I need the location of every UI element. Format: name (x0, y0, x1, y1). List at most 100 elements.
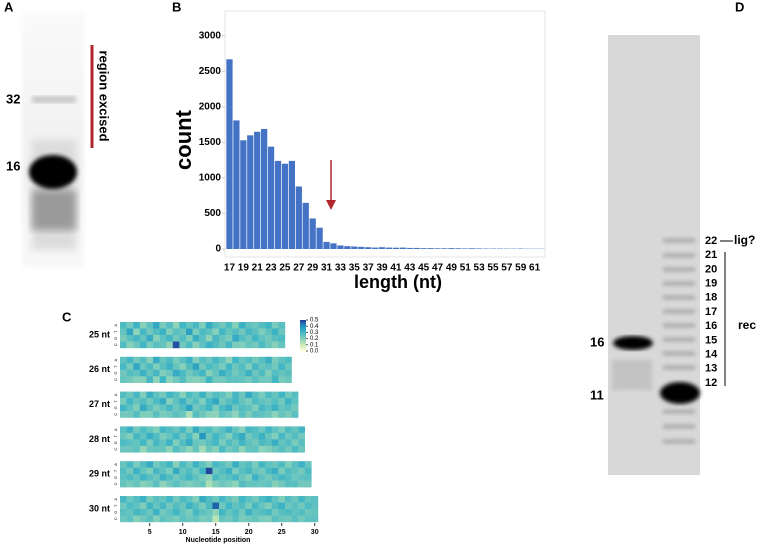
heatmap-cell (225, 369, 233, 377)
heatmap-cell (238, 502, 246, 510)
heatmap-cell (298, 496, 305, 503)
heatmap-cell (166, 404, 173, 412)
row-label: T (113, 504, 118, 507)
heatmap-cell (153, 398, 160, 405)
heatmap-cell (219, 328, 226, 336)
heatmap-cell (146, 376, 154, 383)
heatmap-cell (153, 411, 160, 418)
colorbar-segment (300, 341, 306, 344)
heatmap-cell (271, 439, 279, 447)
heatmap-cell (298, 509, 305, 516)
bar (254, 131, 261, 249)
heatmap-cell (120, 335, 127, 342)
heatmap-cell (139, 515, 147, 523)
heatmap-cell (192, 474, 200, 481)
heatmap-cell (219, 474, 226, 481)
heatmap-cell (225, 426, 233, 434)
heatmap-cell (179, 376, 187, 383)
heatmap-cell (311, 496, 319, 503)
heatmap-cell (172, 445, 180, 453)
heatmap-cell (232, 502, 239, 510)
heatmap-cell (139, 391, 147, 399)
row-label: G (113, 476, 118, 479)
heatmap-cell (186, 369, 193, 377)
heatmap-cell (166, 467, 173, 475)
heatmap-label: 27 nt (89, 399, 110, 409)
heatmap-cell (186, 341, 193, 349)
heatmap-cell (271, 509, 279, 516)
row-label: A (113, 428, 118, 431)
heatmap-cell (199, 445, 206, 453)
heatmap-cell (179, 502, 187, 510)
heatmap-cell (265, 432, 272, 440)
heatmap-cell (205, 341, 213, 349)
x-axis-label: Nucleotide position (186, 537, 251, 544)
heatmap-cell (199, 461, 206, 468)
heatmap-cell (252, 509, 259, 516)
heatmap-cell (146, 426, 154, 434)
heatmap-cell (245, 432, 253, 440)
heatmap-cell (212, 363, 220, 370)
heatmap-cell (172, 376, 180, 383)
heatmap-cell (133, 335, 140, 342)
heatmap-cell (238, 398, 246, 405)
x-tick-label: 61 (529, 263, 541, 274)
heatmap-cell (133, 363, 140, 370)
heatmap-cell (265, 376, 272, 383)
bar (316, 227, 323, 249)
heatmap-cell (205, 328, 213, 336)
heatmap-cell (265, 341, 272, 349)
x-tick-label: 25 (278, 529, 286, 536)
heatmap-cell (205, 461, 213, 468)
heatmap-cell (192, 426, 200, 434)
heatmap-cell (291, 404, 299, 412)
heatmap-cell (120, 404, 127, 412)
heatmap-cell (298, 515, 305, 523)
heatmap-cell (252, 515, 259, 523)
heatmap-cell (252, 376, 259, 383)
heatmap-cell (120, 398, 127, 405)
heatmap-cell (146, 369, 154, 377)
heatmap-cell (212, 391, 220, 399)
heatmap-cell (166, 398, 173, 405)
heatmap-cell (139, 461, 147, 468)
heatmap-cell (258, 480, 266, 488)
row-label: C (113, 413, 118, 416)
heatmap-cell (232, 515, 239, 523)
heatmap-cell (265, 328, 272, 336)
colorbar-segment (300, 326, 306, 328)
heatmap-cell (166, 376, 173, 383)
colorbar-segment (300, 338, 306, 340)
heatmap-cell (186, 398, 193, 405)
heatmap-cell (265, 467, 272, 475)
heatmap-cell (252, 391, 259, 399)
heatmap-cell (120, 467, 127, 475)
heatmap-cell (291, 502, 299, 510)
heatmap-cell (225, 474, 233, 481)
heatmap-cell (120, 411, 127, 418)
row-label: G (113, 441, 118, 444)
heatmap-cell (225, 398, 233, 405)
heatmap-cell (139, 363, 147, 370)
heatmap-cell (199, 411, 206, 418)
heatmap-cell (179, 322, 187, 329)
heatmap-cell (238, 363, 246, 370)
heatmap-cell (146, 474, 154, 481)
heatmap-cell (219, 496, 226, 503)
heatmap-cell (166, 461, 173, 468)
row-label: C (113, 343, 118, 346)
heatmap-cell (172, 363, 180, 370)
heatmap-cell (258, 363, 266, 370)
heatmap-cell (212, 515, 220, 523)
gel-a (22, 12, 94, 267)
panel-label: A (4, 0, 14, 14)
heatmap-cell (159, 467, 167, 475)
heatmap-cell (291, 467, 299, 475)
heatmap-cell (245, 439, 253, 447)
heatmap-cell (212, 509, 220, 516)
heatmap-cell (225, 445, 233, 453)
heatmap-cell (271, 335, 279, 342)
heatmap-cell (186, 328, 193, 336)
heatmap-cell (120, 328, 127, 336)
